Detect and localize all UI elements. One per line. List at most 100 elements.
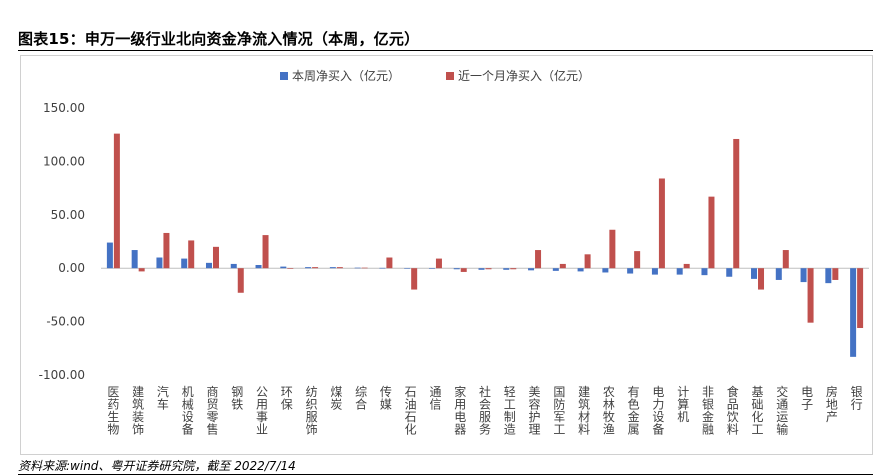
bar-monthly [188, 240, 195, 269]
bar-chart: 150.00 100.00 50.00 0.00 -50.00 -100.00 医药生物 建筑… [39, 68, 869, 437]
x-tick-label: 社会服务 [479, 384, 491, 437]
x-tick-label: 基础化工 [752, 385, 764, 437]
y-tick-label: -100.00 [39, 368, 85, 382]
x-tick-label: 计算机 [677, 385, 689, 424]
x-tick-label: 非银金融 [702, 385, 714, 437]
x-tick-label: 公用事业 [256, 385, 268, 437]
x-tick-label: 电力设备 [652, 385, 664, 437]
bar-weekly [181, 258, 188, 269]
bar-weekly [602, 268, 609, 273]
x-tick-label: 煤炭 [330, 385, 342, 412]
bar-weekly [156, 257, 163, 269]
bar-weekly [305, 267, 312, 269]
bar-monthly [312, 267, 319, 269]
bar-monthly [510, 268, 517, 270]
x-tick-label: 交通运输 [776, 384, 788, 437]
bar-monthly [832, 268, 839, 280]
bar-monthly [683, 263, 690, 269]
x-tick-label: 房地产 [826, 384, 838, 424]
bar-weekly [775, 268, 782, 280]
bar-weekly [280, 266, 287, 269]
bar-monthly [336, 267, 343, 269]
legend-swatch-monthly [446, 72, 454, 80]
x-tick-label: 钢铁 [231, 385, 243, 412]
bar-monthly [634, 251, 641, 269]
bar-weekly [503, 268, 510, 270]
chart-frame: 150.00 100.00 50.00 0.00 -50.00 -100.00 医药生物 建筑… [20, 55, 873, 455]
figure-title: 图表15：申万一级行业北向资金净流入情况（本周，亿元） [18, 30, 420, 48]
bar-weekly [825, 268, 832, 284]
bar-weekly [230, 263, 237, 269]
bar-weekly [577, 268, 584, 272]
bar-weekly [428, 268, 435, 269]
bar-monthly [163, 232, 170, 269]
bar-monthly [386, 257, 393, 269]
bar-monthly [782, 250, 789, 269]
y-tick-label: 100.00 [43, 154, 85, 168]
bar-weekly [651, 268, 658, 275]
bar-weekly [255, 264, 262, 269]
bar-weekly [701, 268, 708, 276]
x-tick-label: 机械设备 [182, 385, 194, 437]
x-tick-label: 家用电器 [454, 384, 466, 437]
bar-weekly [800, 268, 807, 283]
bar-monthly [758, 268, 765, 290]
bar-monthly [658, 178, 665, 269]
x-tick-label: 医药生物 [107, 385, 119, 437]
y-tick-label: 0.00 [58, 261, 85, 275]
bar-monthly [460, 268, 467, 272]
bar-weekly [379, 267, 386, 269]
y-tick-label: 150.00 [43, 101, 85, 115]
legend-swatch-weekly [280, 72, 288, 80]
bar-weekly [627, 268, 634, 274]
x-tick-label: 建筑装饰 [132, 385, 144, 437]
bar-weekly [329, 267, 336, 269]
x-tick-label: 食品饮料 [727, 384, 739, 437]
bar-monthly [212, 246, 219, 269]
bar-weekly [751, 268, 758, 279]
x-tick-label: 综合 [355, 385, 367, 412]
bar-weekly [131, 250, 138, 269]
bar-monthly [237, 268, 244, 293]
bar-monthly [807, 268, 814, 323]
x-tick-label: 汽车 [157, 384, 169, 412]
bar-monthly [361, 267, 368, 269]
bar-monthly [113, 133, 120, 269]
bar-monthly [485, 268, 492, 270]
bar-weekly [726, 268, 733, 277]
bar-monthly [535, 250, 542, 269]
bar-weekly [676, 268, 683, 275]
bar-monthly [708, 196, 715, 269]
x-tick-label: 商贸零售 [206, 384, 218, 437]
x-tick-label: 银行 [851, 385, 863, 412]
bar-weekly [106, 242, 113, 269]
x-tick-label: 环保 [281, 385, 293, 412]
y-tick-label: -50.00 [46, 315, 85, 329]
bar-monthly [559, 263, 566, 269]
legend-label-monthly: 近一个月净买入（亿元） [458, 68, 590, 83]
source-note: 资料来源:wind、粤开证券研究院，截至 2022/7/14 [18, 459, 296, 473]
bar-weekly [453, 268, 460, 270]
bar-monthly [733, 138, 740, 269]
x-tick-label: 石油石化 [405, 385, 417, 437]
x-tick-label: 轻工制造 [504, 385, 516, 437]
x-tick-label: 电子 [801, 385, 813, 412]
bar-monthly [411, 268, 418, 290]
y-tick-label: 50.00 [51, 208, 85, 222]
x-tick-label: 农林牧渔 [603, 385, 615, 437]
x-tick-label: 有色金属 [628, 385, 640, 437]
bar-weekly [478, 268, 485, 270]
source-divider [18, 474, 873, 475]
bar-weekly [528, 268, 535, 271]
bar-weekly [354, 267, 361, 269]
x-tick-label: 传媒 [380, 384, 392, 412]
x-tick-label: 美容护理 [529, 385, 541, 437]
bar-monthly [262, 235, 269, 269]
bar-monthly [857, 268, 864, 329]
title-divider [18, 50, 873, 51]
x-tick-label: 纺织服饰 [306, 385, 318, 437]
bar-monthly [584, 254, 591, 269]
bar-weekly [850, 268, 857, 357]
bar-monthly [435, 258, 442, 269]
bar-weekly [205, 262, 212, 269]
